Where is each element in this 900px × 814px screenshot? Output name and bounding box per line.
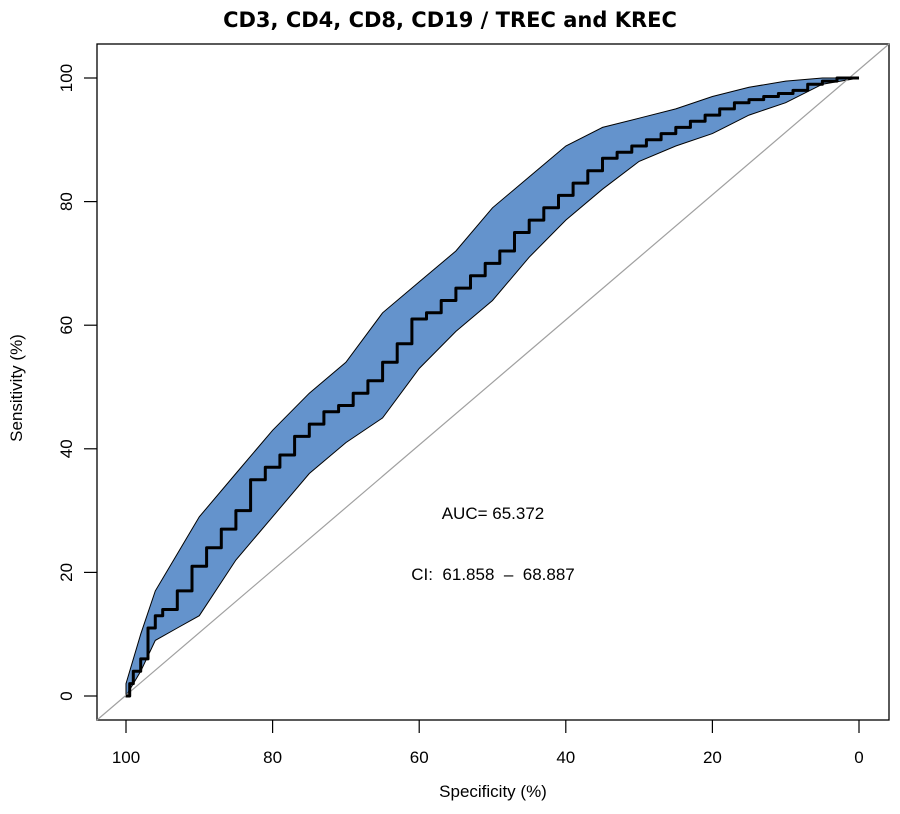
x-axis: 100 80 60 40 20 0 <box>112 720 864 767</box>
y-tick-label: 20 <box>57 563 76 582</box>
x-tick-label: 60 <box>410 748 429 767</box>
plot-border <box>96 43 890 721</box>
reference-diagonal <box>96 43 890 721</box>
x-tick-label: 20 <box>703 748 722 767</box>
y-tick-label: 80 <box>57 192 76 211</box>
y-tick-label: 60 <box>57 316 76 335</box>
x-axis-label: Specificity (%) <box>439 782 547 801</box>
chart-title: CD3, CD4, CD8, CD19 / TREC and KREC <box>223 8 677 32</box>
confidence-band <box>125 77 860 698</box>
y-axis: 0 20 40 60 80 100 <box>57 64 97 701</box>
y-axis-label: Sensitivity (%) <box>7 334 26 442</box>
ci-annotation: CI: 61.858 – 68.887 <box>411 565 575 584</box>
y-tick-label: 100 <box>57 64 76 92</box>
auc-annotation: AUC= 65.372 <box>442 504 545 523</box>
x-tick-label: 40 <box>556 748 575 767</box>
y-tick-label: 40 <box>57 439 76 458</box>
x-tick-label: 100 <box>112 748 140 767</box>
x-tick-label: 0 <box>854 748 863 767</box>
x-tick-label: 80 <box>263 748 282 767</box>
roc-curve <box>126 76 859 698</box>
y-tick-label: 0 <box>57 691 76 700</box>
